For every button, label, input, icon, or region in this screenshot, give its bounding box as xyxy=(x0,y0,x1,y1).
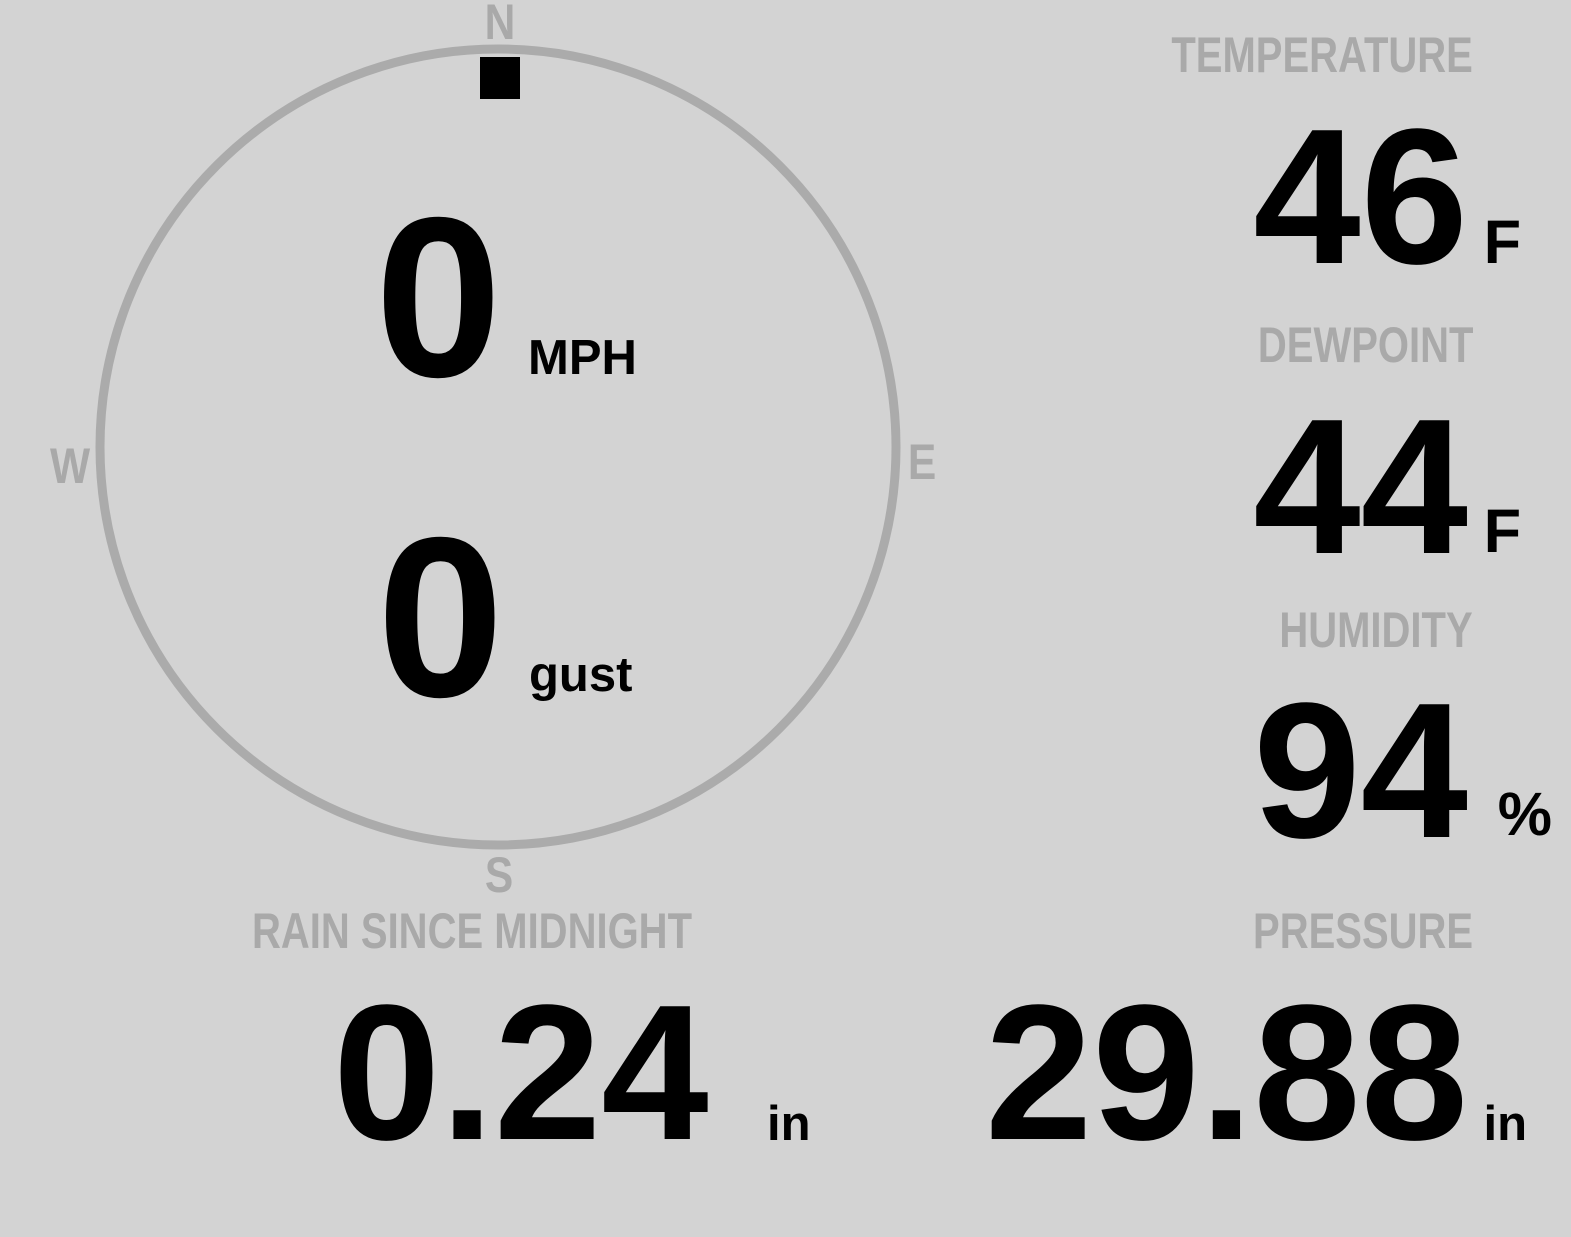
wind-gust-value: 0 xyxy=(377,491,504,745)
pressure-value: 29.88 xyxy=(985,964,1468,1180)
humidity-label: HUMIDITY xyxy=(1279,602,1473,658)
pressure-unit: in xyxy=(1483,1097,1527,1151)
compass-north: N xyxy=(484,0,516,50)
temperature-value: 46 xyxy=(1253,88,1468,304)
compass-ring xyxy=(95,44,901,850)
rain-unit: in xyxy=(767,1097,811,1151)
compass-south: S xyxy=(484,847,514,903)
wind-direction-marker xyxy=(480,57,520,99)
temperature-unit: F xyxy=(1483,208,1521,276)
pressure-label: PRESSURE xyxy=(1252,903,1473,959)
humidity-value: 94 xyxy=(1253,662,1468,878)
rain-value: 0.24 xyxy=(333,964,709,1180)
wind-speed-unit: MPH xyxy=(528,331,637,385)
humidity-unit: % xyxy=(1497,780,1552,848)
dewpoint-value: 44 xyxy=(1253,378,1468,594)
temperature-label: TEMPERATURE xyxy=(1171,27,1473,83)
wind-speed-value: 0 xyxy=(375,171,502,425)
wind-gust-unit: gust xyxy=(529,648,633,702)
dewpoint-label: DEWPOINT xyxy=(1257,317,1473,373)
dewpoint-unit: F xyxy=(1483,497,1521,565)
compass-east: E xyxy=(907,434,937,490)
compass-west: W xyxy=(49,438,91,494)
rain-label: RAIN SINCE MIDNIGHT xyxy=(252,903,692,959)
